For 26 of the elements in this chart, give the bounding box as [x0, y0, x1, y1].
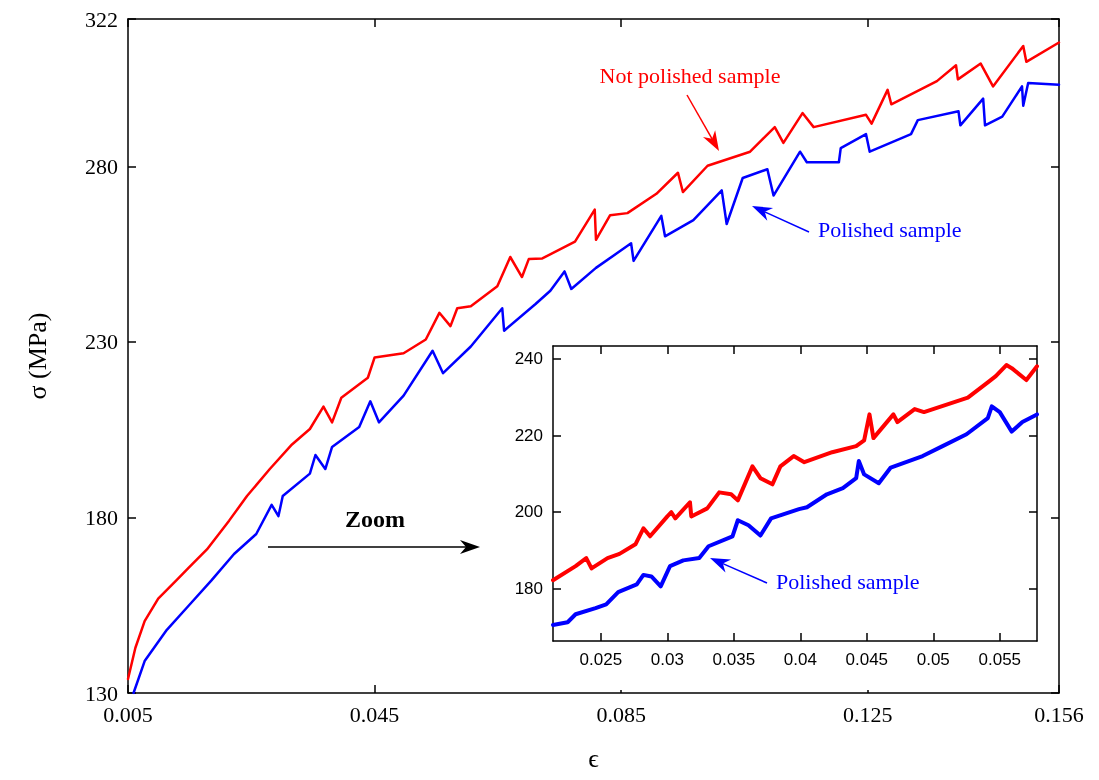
y-tick-label: 230 [85, 329, 118, 355]
annotation: Not polished sample [599, 63, 781, 89]
x-tick-label: 0.04 [783, 650, 817, 669]
y-tick-label: 200 [514, 502, 543, 522]
x-tick-label: 0.085 [596, 701, 646, 727]
y-tick-label: 220 [514, 425, 543, 445]
line-series [551, 404, 1039, 627]
x-tick-label: 0.156 [1034, 701, 1084, 727]
x-axis-title: ϵ [588, 743, 599, 773]
y-tick-label: 180 [514, 578, 543, 598]
annotation: Polished sample [818, 217, 962, 243]
y-tick-label: 240 [514, 349, 543, 369]
x-tick-label: 0.03 [650, 650, 684, 669]
x-tick-label: 0.125 [843, 701, 893, 727]
x-tick-label: 0.045 [349, 701, 400, 727]
y-tick-label: 280 [85, 153, 118, 179]
x-tick-label: 0.05 [916, 650, 950, 669]
y-tick-label: 180 [85, 504, 118, 530]
x-tick-label: 0.055 [978, 650, 1022, 669]
y-tick-label: 322 [85, 6, 118, 32]
x-tick-label: 0.035 [712, 650, 756, 669]
x-tick-label: 0.025 [579, 650, 623, 669]
annotation: Polished sample [776, 569, 920, 595]
annotation: Zoom [345, 505, 406, 532]
x-tick-label: 0.045 [845, 650, 889, 669]
y-axis-title: σ (MPa) [22, 312, 52, 400]
